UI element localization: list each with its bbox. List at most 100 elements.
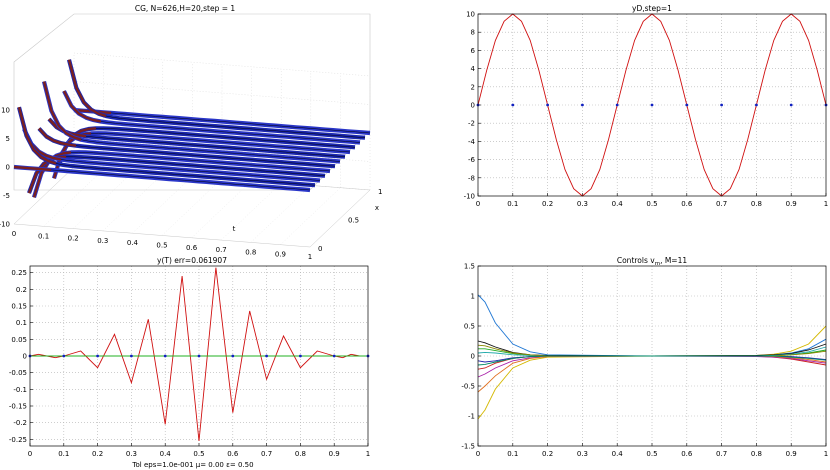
surface-floor-gridline — [161, 178, 223, 236]
surface-z-tick-label: 10 — [1, 107, 10, 115]
controls-x-tick-label: 1 — [824, 450, 828, 458]
yd-x-tick-label: 0.4 — [612, 200, 624, 208]
yt-x-tick-label: 0.6 — [227, 450, 239, 458]
yt-plot: y(T) err=0.061907 Tol eps=1.0e-001 μ= 0.… — [9, 256, 370, 469]
surface-mesh-line — [68, 59, 366, 138]
yt-x-tick-label: 0.5 — [193, 450, 204, 458]
yt-x-tick-label: 0.1 — [58, 450, 69, 458]
yt-y-tick-label: 0.1 — [16, 319, 27, 327]
yt-axes-box — [29, 265, 369, 447]
yd-x-tick-label: 0.6 — [681, 200, 693, 208]
yd-x-tick-label: 0.7 — [716, 200, 727, 208]
controls-x-tick-label: 0.3 — [577, 450, 588, 458]
controls-axes-box — [477, 265, 827, 447]
surface-peak — [17, 106, 57, 165]
yt-marker — [163, 354, 167, 358]
surface-z-tick-label: -5 — [3, 192, 10, 200]
yd-marker — [755, 103, 758, 107]
yd-marker — [546, 103, 549, 107]
yd-y-tick-label: -6 — [468, 156, 476, 164]
yt-title: y(T) err=0.061907 — [157, 256, 227, 265]
yt-x-tick-label: 0.7 — [261, 450, 272, 458]
surface-t-tick-label: 0 — [12, 230, 16, 238]
controls-y-tick-label: 0.5 — [464, 323, 475, 331]
surface-floor-gridline — [221, 182, 282, 241]
yd-x-tick-label: 0.3 — [577, 200, 588, 208]
yt-y-tick-label: -0.1 — [13, 386, 27, 394]
surface-mesh-line — [23, 128, 321, 181]
surface-floor — [13, 166, 371, 248]
surface-mesh-line — [28, 156, 326, 194]
yt-marker — [62, 354, 66, 358]
surface-mesh-line — [48, 118, 346, 157]
surface-mesh-line — [18, 107, 316, 186]
yt-marker — [231, 354, 235, 358]
surface-plot: CG, N=626,H=20,step = 1 1050-5-1000.10.2… — [0, 4, 382, 261]
surface-peak — [13, 165, 52, 172]
yd-y-tick-label: 6 — [471, 47, 476, 55]
controls-y-tick-label: 1 — [471, 293, 475, 301]
surface-mesh-line — [73, 109, 371, 134]
controls-x-tick-label: 0 — [476, 450, 480, 458]
surface-floor-gridline — [280, 187, 341, 245]
surface-floor-gridline — [250, 185, 311, 243]
yt-x-tick-label: 0.9 — [329, 450, 340, 458]
surface-t-tick-label: 1 — [308, 253, 312, 261]
yd-marker — [650, 103, 654, 107]
yt-y-tick-label: -0.25 — [9, 436, 27, 444]
surface-z-tick-label: -10 — [0, 221, 10, 229]
yt-y-tick-label: -0.2 — [13, 419, 27, 427]
yd-y-tick-label: 0 — [471, 102, 475, 110]
surface-mesh-line — [43, 81, 341, 162]
yt-x-tick-label: 0.3 — [126, 450, 137, 458]
yd-plot: yD,step=1 0 0.1 0.2 0.3 0.4 0.5 0.6 0.7 0.8 0.9 1 1… — [464, 4, 829, 208]
surface-mesh-line — [58, 128, 356, 165]
surface-x-tick-label: 0 — [318, 245, 322, 253]
yt-x-tick-label: 1 — [366, 450, 370, 458]
yt-marker — [265, 354, 268, 358]
surface-t-tick-label: 0.4 — [127, 239, 139, 247]
yt-y-tick-label: 0.25 — [11, 269, 27, 277]
surface-floor-gridline — [191, 180, 252, 238]
yd-marker — [581, 103, 584, 107]
surface-floor-gridline — [132, 176, 193, 234]
yd-x-tick-label: 0.5 — [646, 200, 657, 208]
surface-x-tick-label: 0.5 — [348, 217, 359, 225]
yt-y-tick-label: 0.2 — [16, 286, 27, 294]
yd-y-tick-label: 4 — [471, 65, 476, 73]
surface-peak — [42, 81, 82, 141]
yt-marker — [130, 354, 133, 358]
yd-y-tick-label: -4 — [468, 138, 476, 146]
surface-t-tick-label: 0.7 — [216, 246, 227, 254]
surface-floor-gridline — [102, 173, 163, 232]
surface-mesh — [13, 59, 371, 199]
yd-x-tick-label: 0.1 — [507, 200, 518, 208]
yd-marker — [720, 103, 723, 107]
controls-x-tick-label: 0.2 — [542, 450, 553, 458]
controls-y-tick-label: 1.5 — [464, 263, 475, 271]
yd-x-tick-label: 0 — [476, 200, 480, 208]
controls-y-tick-label: 0 — [471, 353, 475, 361]
surface-tick-labels: 1050-5-1000.10.20.30.40.50.60.70.80.9100… — [0, 107, 382, 262]
surface-peak — [67, 59, 107, 118]
yd-marker — [685, 103, 689, 107]
yt-y-tick-label: 0.15 — [11, 303, 27, 311]
tolerance-caption: Tol eps=1.0e-001 μ= 0.00 ε= 0.50 — [131, 461, 253, 469]
controls-y-tick-label: -0.5 — [461, 383, 475, 391]
yd-x-tick-label: 1 — [824, 200, 828, 208]
yd-y-tick-label: 2 — [471, 83, 475, 91]
yd-y-tick-label: -2 — [468, 120, 475, 128]
surface-z-tick-label: 5 — [6, 135, 10, 143]
controls-x-tick-label: 0.4 — [612, 450, 624, 458]
yt-y-tick-label: -0.15 — [9, 403, 27, 411]
yt-marker — [197, 354, 201, 358]
surface-t-tick-label: 0.8 — [245, 248, 256, 256]
yd-x-tick-label: 0.2 — [542, 200, 553, 208]
yd-x-tick-label: 0.8 — [751, 200, 762, 208]
yd-marker — [615, 103, 619, 107]
surface-peak — [62, 90, 102, 123]
yt-x-tick-label: 0.2 — [92, 450, 103, 458]
yt-y-tick-label: 0.05 — [11, 336, 27, 344]
controls-x-tick-label: 0.9 — [786, 450, 797, 458]
